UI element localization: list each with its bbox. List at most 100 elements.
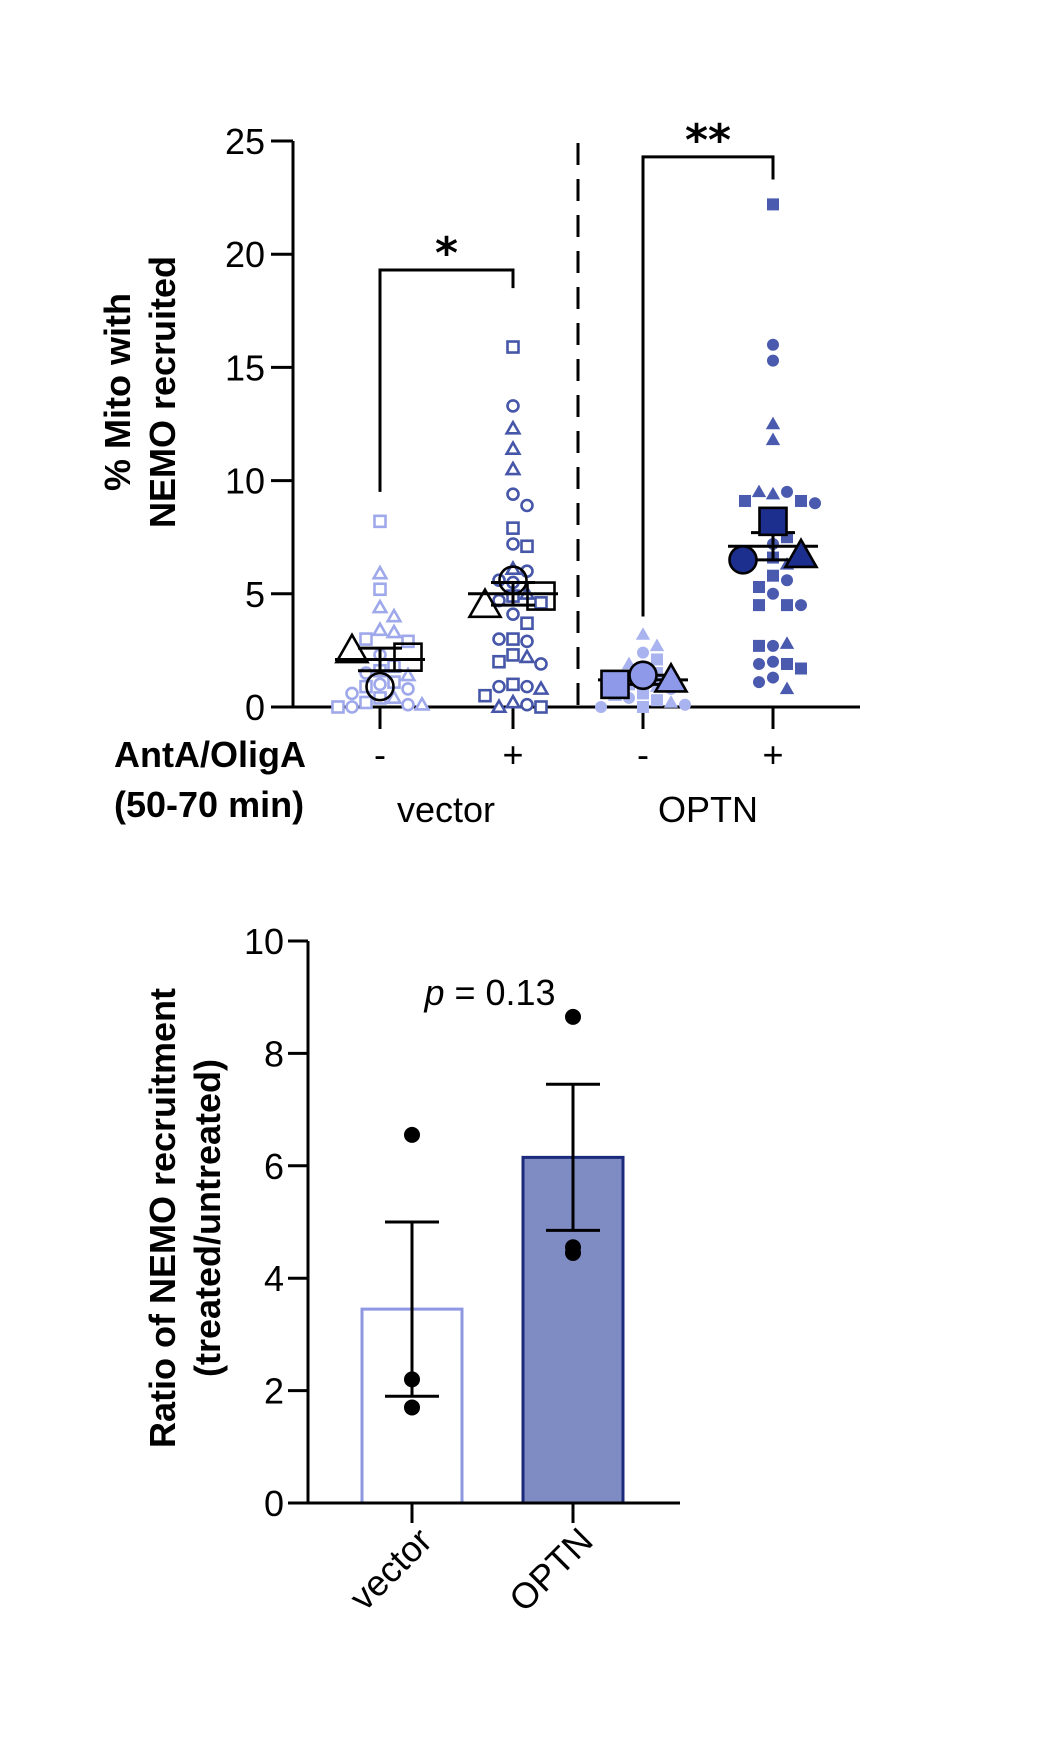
cell-point [781, 657, 793, 670]
cell-point [795, 599, 807, 612]
cell-point [413, 695, 431, 711]
bottom-y-tick-label: 10 [244, 921, 284, 962]
cell-point [359, 632, 373, 646]
cell-point [534, 700, 548, 714]
cell-point [651, 694, 663, 707]
cell-point [767, 639, 779, 652]
cell-point [490, 698, 508, 714]
replicate-point [404, 1399, 420, 1416]
cell-point [767, 338, 779, 351]
cell-point [371, 598, 389, 614]
cell-point [520, 697, 534, 712]
cell-point [767, 655, 779, 668]
cell-point [345, 686, 359, 701]
replicate-mean-marker [628, 660, 658, 691]
treatment-sign: + [502, 734, 523, 775]
bottom-x-tick-label: vector [341, 1520, 439, 1618]
top-y-axis-label-line2: NEMO recruited [142, 256, 183, 528]
cell-point [492, 679, 506, 694]
cell-point [520, 498, 534, 513]
cell-point [371, 564, 389, 580]
cell-point [373, 582, 387, 597]
replicate-mean-marker [783, 537, 819, 569]
p-value-text: = 0.13 [444, 972, 555, 1013]
cell-point [520, 634, 534, 649]
bottom-y-tick-label: 2 [264, 1371, 284, 1412]
significance-bracket [641, 155, 775, 617]
cell-point [401, 697, 415, 712]
cell-point [781, 574, 793, 587]
replicate-mean-marker [393, 642, 423, 672]
cell-point [767, 587, 779, 600]
replicate-mean-marker [467, 586, 503, 619]
top-y-tick-label: 25 [225, 121, 265, 162]
cell-point [373, 691, 387, 705]
cell-point [595, 701, 607, 713]
cell-point [492, 654, 506, 669]
cell-point [504, 439, 522, 455]
cell-point [506, 648, 520, 662]
replicate-point [565, 1008, 581, 1025]
cell-point [679, 698, 691, 711]
cell-point [809, 497, 821, 510]
bottom-panel: Ratio of NEMO recruitment (treated/untre… [142, 921, 680, 1619]
replicate-mean-marker [758, 506, 788, 537]
treatment-label-line1: AntA/OligA [114, 734, 306, 775]
treatment-sign: - [374, 734, 386, 775]
replicate-mean-marker [653, 661, 689, 693]
cell-point [506, 607, 520, 621]
cell-point [765, 486, 781, 500]
cell-point [534, 596, 548, 610]
bottom-y-axis-label-line2: (treated/untreated) [187, 1059, 228, 1377]
cell-point [399, 666, 417, 682]
replicate-mean-marker [498, 565, 528, 596]
cell-point [781, 599, 793, 612]
cell-point [371, 621, 389, 637]
cell-point [753, 657, 765, 670]
treatment-sign: + [762, 734, 783, 775]
bottom-y-tick-label: 4 [264, 1258, 284, 1299]
cell-point [385, 688, 403, 704]
bottom-bars [360, 1155, 625, 1505]
cell-point [779, 636, 795, 649]
cell-point [767, 354, 779, 367]
replicate-mean-marker [728, 545, 758, 575]
top-y-tick-label: 10 [225, 461, 265, 502]
significance-stars: * [435, 228, 458, 279]
cell-point [779, 681, 795, 695]
construct-label: OPTN [658, 789, 758, 830]
top-significance: *** [378, 115, 775, 617]
cell-point [401, 634, 415, 649]
top-cell-points [331, 198, 821, 714]
top-y-tick-label: 15 [225, 347, 265, 388]
replicate-mean-marker [526, 581, 556, 611]
significance-bracket [378, 268, 515, 492]
cell-point [765, 432, 781, 446]
cell-point [532, 679, 550, 695]
cell-point [795, 494, 807, 507]
cell-point [359, 695, 373, 710]
replicate-mean-marker [600, 669, 630, 700]
cell-point [649, 638, 665, 652]
cell-point [767, 671, 779, 684]
top-y-tick-label: 5 [245, 574, 265, 615]
cell-point [518, 648, 536, 664]
bottom-y-tick-label: 8 [264, 1033, 284, 1074]
cell-point [345, 700, 359, 714]
cell-point [637, 701, 649, 713]
cell-point [753, 639, 765, 652]
cell-point [504, 693, 522, 709]
cell-point [753, 581, 765, 594]
significance-stars: ** [685, 115, 731, 166]
cell-point [478, 688, 492, 703]
cell-point [520, 679, 534, 694]
top-axes: 0 5 10 15 20 25 [225, 121, 860, 729]
treatment-sign: - [637, 734, 649, 775]
cell-point [635, 627, 651, 640]
cell-point [492, 632, 506, 646]
cell-point [765, 416, 781, 430]
replicate-mean-marker [334, 632, 370, 664]
cell-point [373, 677, 387, 692]
